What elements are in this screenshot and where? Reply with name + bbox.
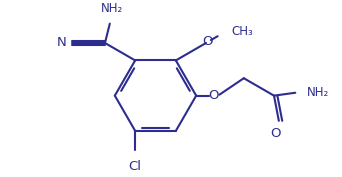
Text: N: N [56, 36, 66, 50]
Text: O: O [208, 89, 219, 102]
Text: O: O [270, 127, 281, 140]
Text: NH₂: NH₂ [101, 2, 123, 15]
Text: CH₃: CH₃ [231, 25, 253, 38]
Text: Cl: Cl [129, 160, 142, 173]
Text: NH₂: NH₂ [307, 86, 329, 99]
Text: O: O [203, 35, 213, 48]
